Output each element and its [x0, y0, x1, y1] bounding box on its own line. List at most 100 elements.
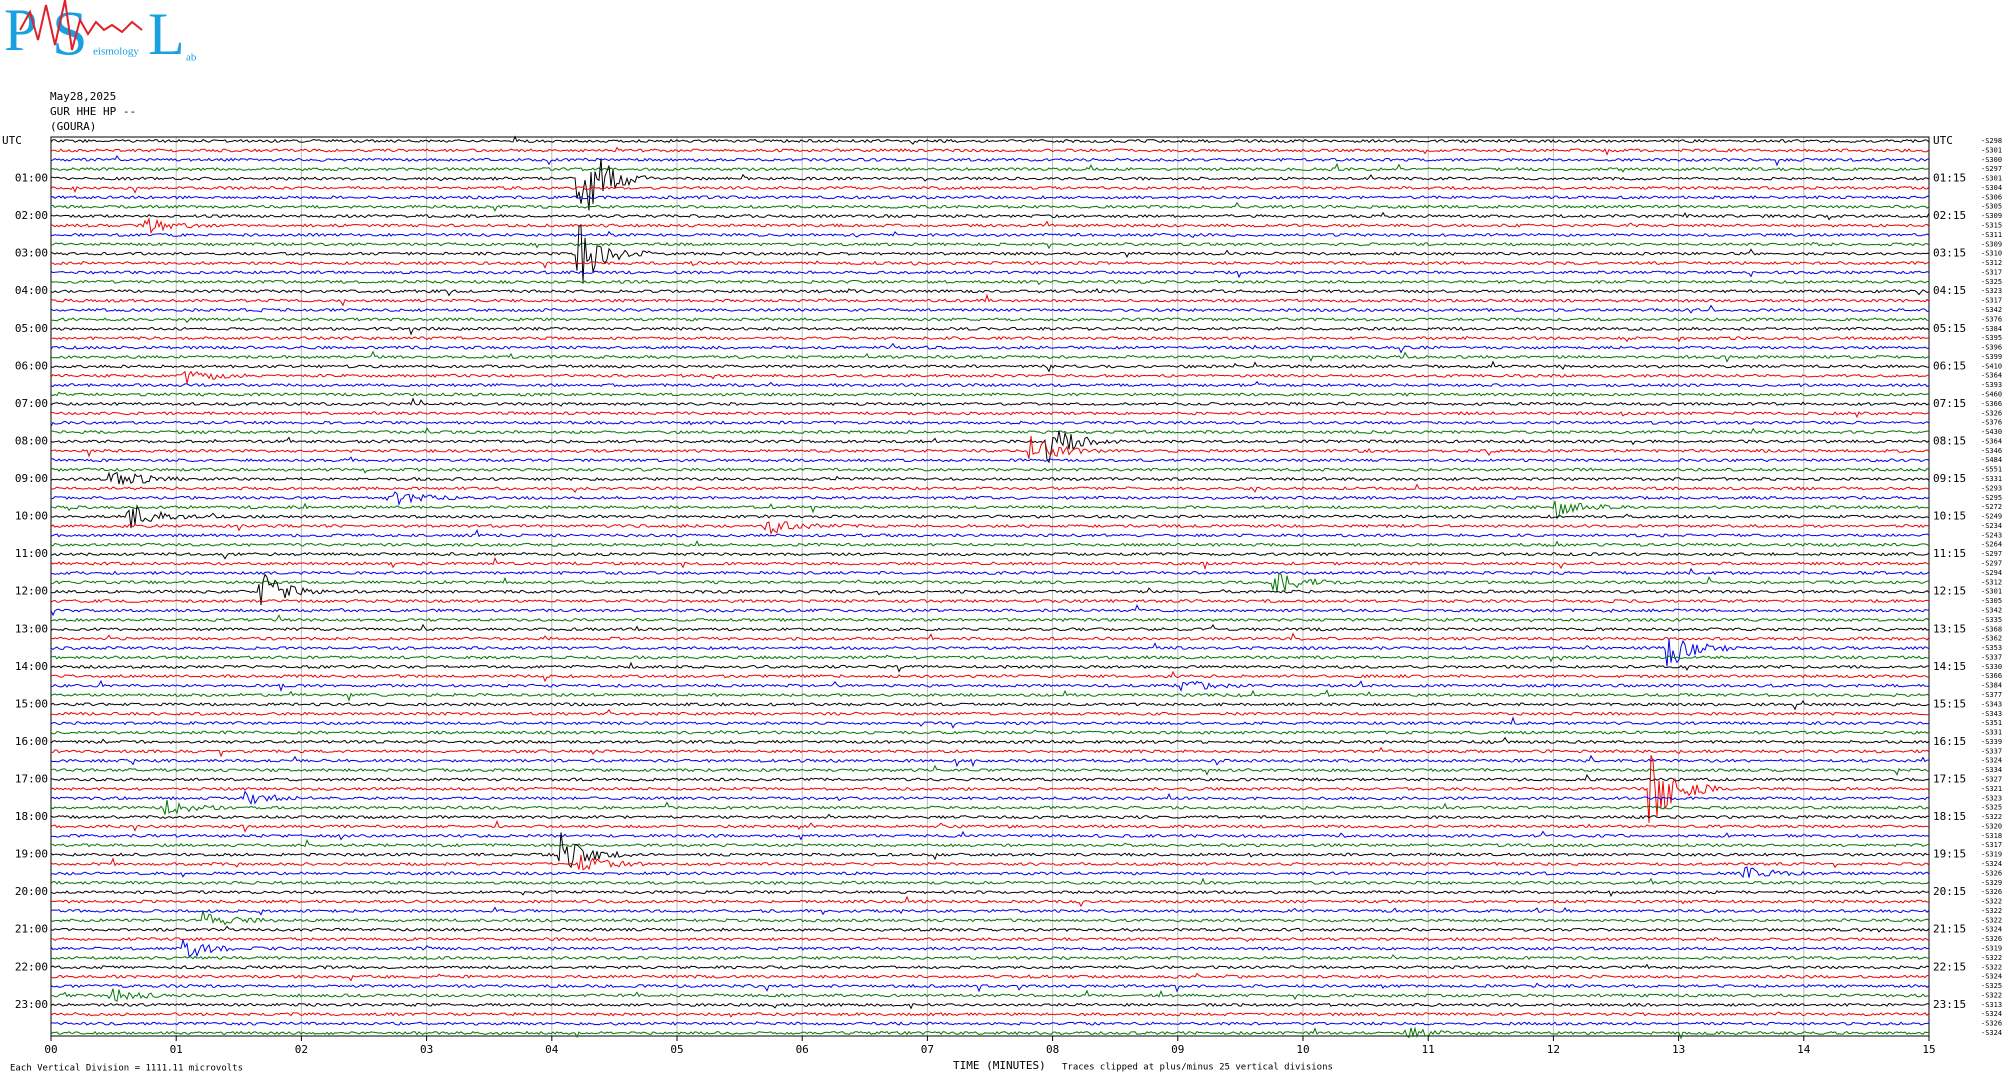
trace: [50, 155, 1930, 167]
right-time-label: 16:15: [1933, 735, 1966, 748]
trace-offset: -S324: [1981, 1029, 2002, 1037]
trace-offset: -S322: [1981, 813, 2002, 821]
x-tick-label: 01: [170, 1043, 183, 1056]
left-time-label: 06:00: [15, 359, 48, 372]
x-tick-label: 14: [1797, 1043, 1811, 1056]
trace: [50, 211, 1930, 221]
right-time-label: 08:15: [1933, 434, 1966, 447]
trace: [50, 679, 1930, 693]
left-time-label: 07:00: [15, 397, 48, 410]
left-time-label: 03:00: [15, 247, 48, 260]
trace: [50, 573, 1930, 606]
trace-offset: -S343: [1981, 700, 2002, 708]
trace: [50, 632, 1930, 641]
trace: [50, 370, 1930, 384]
trace: [50, 195, 1930, 200]
trace-offset: -S393: [1981, 381, 2002, 389]
right-time-label: 20:15: [1933, 885, 1966, 898]
trace-offset: -S326: [1981, 888, 2002, 896]
trace: [50, 813, 1929, 820]
trace: [50, 604, 1930, 617]
trace-offset: -S301: [1981, 146, 2002, 154]
trace: [50, 708, 1930, 716]
trace: [50, 1002, 1930, 1010]
trace: [50, 689, 1930, 702]
trace-offset: -S249: [1981, 513, 2002, 521]
trace: [50, 504, 1930, 529]
trace-offset: -S322: [1981, 963, 2002, 971]
trace-offset: -S323: [1981, 794, 2002, 802]
trace-offset: -S293: [1981, 484, 2002, 492]
trace: [50, 925, 1930, 933]
trace: [50, 939, 1930, 958]
trace: [50, 427, 1930, 435]
left-time-label: 05:00: [15, 322, 48, 335]
trace-offset: -S301: [1981, 175, 2002, 183]
logo-letter: L: [148, 1, 185, 67]
trace-offset: -S312: [1981, 578, 2002, 586]
trace: [50, 1026, 1930, 1040]
left-time-label: 16:00: [15, 735, 48, 748]
trace: [51, 317, 1930, 324]
trace-offset: -S295: [1981, 494, 2002, 502]
trace: [50, 201, 1930, 212]
trace: [50, 304, 1930, 314]
trace-offset: -S460: [1981, 391, 2002, 399]
trace: [50, 288, 1930, 297]
trace-offset: -S551: [1981, 466, 2002, 474]
trace-offset: -S329: [1981, 879, 2002, 887]
left-time-label: 21:00: [15, 923, 48, 936]
trace-offset: -S311: [1981, 231, 2002, 239]
trace-offset: -S321: [1981, 785, 2002, 793]
trace: [50, 1021, 1930, 1026]
trace: [50, 854, 1930, 871]
right-time-label: 09:15: [1933, 472, 1966, 485]
trace-offset: -S337: [1981, 747, 2002, 755]
right-time-label: 14:15: [1933, 660, 1966, 673]
trace: [50, 436, 1930, 459]
x-tick-label: 08: [1046, 1043, 1059, 1056]
trace: [50, 963, 1930, 970]
trace: [50, 716, 1930, 729]
trace: [50, 500, 1930, 520]
trace: [50, 819, 1930, 833]
logo-letter: P: [4, 0, 37, 63]
trace-offset: -S294: [1981, 569, 2002, 577]
trace: [50, 556, 1930, 571]
x-tick-label: 02: [295, 1043, 308, 1056]
right-time-label: 04:15: [1933, 284, 1966, 297]
x-tick-label: 11: [1422, 1043, 1435, 1056]
trace: [50, 162, 1930, 173]
x-tick-label: 09: [1171, 1043, 1184, 1056]
trace: [50, 350, 1930, 363]
trace-offset: -S325: [1981, 982, 2002, 990]
left-time-label: 17:00: [15, 772, 48, 785]
x-tick-label: 00: [44, 1043, 57, 1056]
left-time-label: 10:00: [15, 510, 48, 523]
trace-offset: -S324: [1981, 860, 2002, 868]
trace-offset: -S323: [1981, 287, 2002, 295]
trace-offset: -S396: [1981, 344, 2002, 352]
trace: [50, 890, 1930, 897]
trace-offset: -S312: [1981, 259, 2002, 267]
trace-offset: -S395: [1981, 334, 2002, 342]
trace-offset: -S327: [1981, 775, 2002, 783]
trace: [50, 467, 1930, 474]
trace: [50, 910, 1930, 926]
left-time-label: 22:00: [15, 960, 48, 973]
trace: [50, 764, 1930, 777]
trace-offset: -S297: [1981, 550, 2002, 558]
right-time-label: 06:15: [1933, 359, 1966, 372]
trace-offset: -S319: [1981, 851, 2002, 859]
trace: [50, 638, 1930, 667]
trace-offset: -S366: [1981, 672, 2002, 680]
trace: [50, 736, 1930, 745]
trace: [50, 430, 1930, 464]
trace: [50, 906, 1930, 916]
trace-offset: -S324: [1981, 757, 2002, 765]
right-time-label: 07:15: [1933, 397, 1966, 410]
traces: [50, 135, 1930, 1040]
trace-offset: -S376: [1981, 419, 2002, 427]
right-time-label: 17:15: [1933, 772, 1966, 785]
